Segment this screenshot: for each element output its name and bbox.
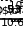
Text: $\theta_B$: $\theta_B$: [9, 0, 22, 9]
Text: $\theta_{2,c}$: $\theta_{2,c}$: [4, 0, 23, 8]
Text: $\theta_r$: $\theta_r$: [4, 0, 16, 6]
Text: angle of
refraction: angle of refraction: [2, 0, 23, 12]
Text: $\theta_2\ (\equiv\theta_t)$: $\theta_2\ (\equiv\theta_t)$: [6, 0, 23, 6]
Text: $\theta_1\!=\!\theta_c$: $\theta_1\!=\!\theta_c$: [7, 0, 23, 8]
Text: s: s: [15, 0, 23, 7]
Text: BK7 glass
@ 532nm: BK7 glass @ 532nm: [0, 0, 23, 15]
Text: $\theta_c \cong 41.20°$: $\theta_c \cong 41.20°$: [17, 0, 23, 7]
Text: 153: 153: [21, 1, 23, 10]
Text: $n_2\ (\equiv n_{\rm air})$: $n_2\ (\equiv n_{\rm air})$: [7, 0, 23, 6]
Text: angle of
reflection: angle of reflection: [1, 0, 23, 13]
Text: $\theta_1$: $\theta_1$: [0, 0, 5, 7]
Text: $\theta_1\!>\!\theta_c$: $\theta_1\!>\!\theta_c$: [7, 0, 23, 8]
Text: $n_1\ (\equiv n_{\rm glass})$: $n_1\ (\equiv n_{\rm glass})$: [1, 0, 23, 10]
Text: p: p: [16, 0, 23, 7]
Text: 10.3   LIGHT TRANSMISSION THROUGH PRISMS: 10.3 LIGHT TRANSMISSION THROUGH PRISMS: [9, 1, 23, 10]
Text: normal: normal: [0, 0, 23, 1]
Text: $\bf{Figure\ 10.6}$  Refraction (Snell's law) and (internal) reflection at a gla: $\bf{Figure\ 10.6}$ Refraction (Snell's …: [1, 6, 23, 29]
Text: angle of
incidence: angle of incidence: [7, 0, 23, 7]
